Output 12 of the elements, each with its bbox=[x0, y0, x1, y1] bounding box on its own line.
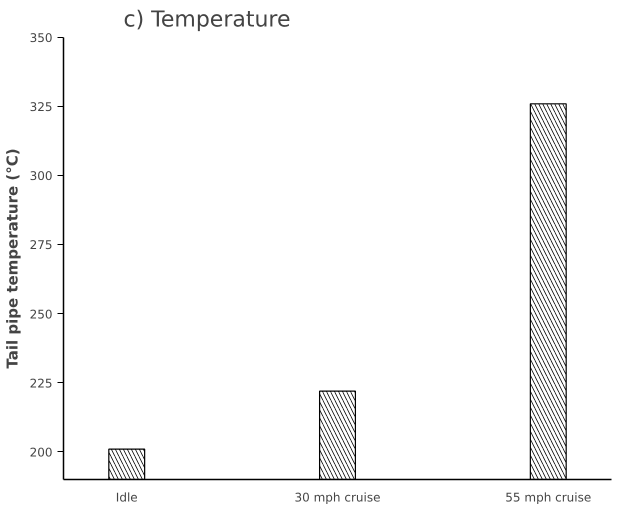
y-tick-label: 200 bbox=[30, 445, 52, 460]
x-tick-label: 30 mph cruise bbox=[294, 490, 380, 504]
y-tick-label: 325 bbox=[30, 100, 52, 114]
y-tick-label: 300 bbox=[30, 169, 52, 184]
y-tick-label: 275 bbox=[30, 238, 52, 252]
y-tick-label: 350 bbox=[30, 31, 52, 45]
chart-title: c) Temperature bbox=[124, 8, 291, 32]
y-axis-title: Tail pipe temperature (°C) bbox=[4, 148, 22, 369]
y-tick-label: 250 bbox=[30, 307, 52, 322]
x-tick-label: Idle bbox=[116, 490, 138, 504]
x-tick-label: 55 mph cruise bbox=[505, 490, 592, 504]
y-tick-label: 225 bbox=[30, 376, 52, 390]
